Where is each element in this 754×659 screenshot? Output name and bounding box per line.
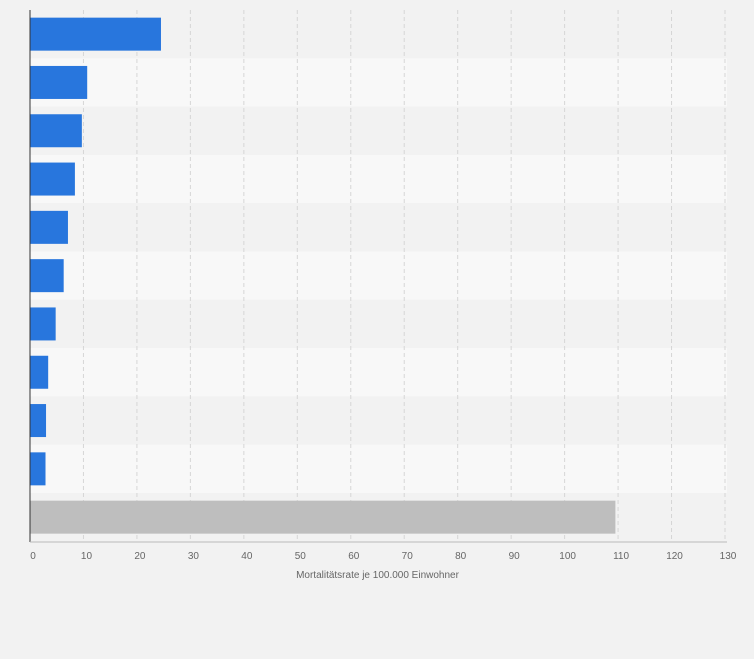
x-tick-label: 10 xyxy=(81,551,93,562)
row-band xyxy=(30,106,727,155)
row-bands xyxy=(30,10,727,542)
bar[interactable] xyxy=(30,162,75,196)
row-band xyxy=(30,396,727,445)
x-tick-label: 110 xyxy=(613,551,629,562)
x-tick-label: 120 xyxy=(666,551,683,562)
bar[interactable] xyxy=(30,114,82,148)
bar[interactable] xyxy=(30,355,49,389)
bar[interactable] xyxy=(30,452,46,486)
x-tick-label: 40 xyxy=(241,551,253,562)
x-tick-label: 80 xyxy=(455,551,467,562)
x-tick-labels: 0 10 20 30 40 50 60 70 80 90 100 110 120 130 xyxy=(30,551,737,562)
bar[interactable] xyxy=(30,259,64,293)
bar[interactable] xyxy=(30,210,68,244)
x-tick-label: 20 xyxy=(134,551,146,562)
row-band xyxy=(30,58,727,107)
bar[interactable] xyxy=(30,404,47,438)
bar[interactable] xyxy=(30,500,616,534)
x-axis-title: Mortalitätsrate je 100.000 Einwohner xyxy=(296,570,460,581)
row-band xyxy=(30,299,727,349)
x-tick-label: 60 xyxy=(348,551,360,562)
bar[interactable] xyxy=(30,307,56,341)
axes xyxy=(29,10,727,543)
x-tick-label: 90 xyxy=(509,551,521,562)
x-tick-label: 70 xyxy=(402,551,414,562)
bars xyxy=(30,17,616,534)
x-tick-label: 0 xyxy=(30,551,36,562)
row-band xyxy=(30,348,727,397)
x-tick-label: 30 xyxy=(188,551,200,562)
bar[interactable] xyxy=(30,65,88,99)
row-band xyxy=(30,154,727,204)
x-tick-label: 130 xyxy=(720,551,737,562)
x-tick-label: 100 xyxy=(559,551,576,562)
x-tick-label: 50 xyxy=(295,551,307,562)
row-band xyxy=(30,203,727,252)
row-band xyxy=(30,251,727,300)
grid-lines xyxy=(82,10,726,542)
bar[interactable] xyxy=(30,17,161,51)
row-band xyxy=(30,444,727,493)
